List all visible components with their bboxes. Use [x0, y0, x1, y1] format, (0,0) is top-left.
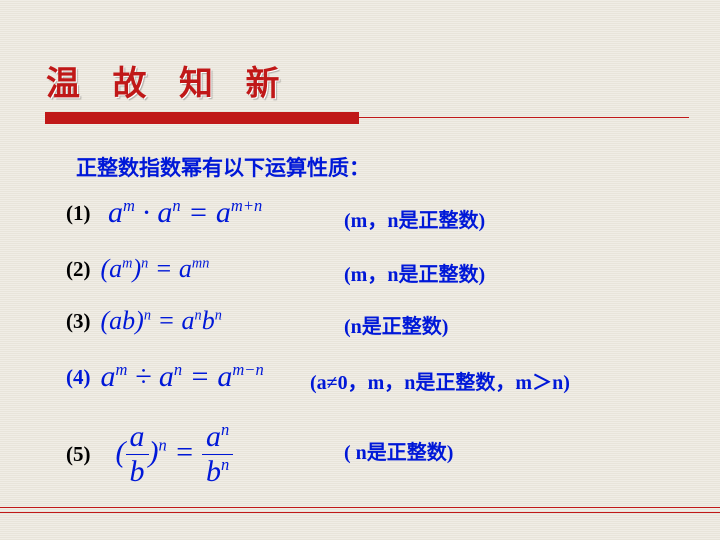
rule-row-4: (4) am ÷ an = am−n [66, 360, 264, 394]
subtitle: 正整数指数幂有以下运算性质： [76, 152, 370, 182]
rule-condition-1: (m，n是正整数) [344, 204, 485, 233]
rule-formula: (ab)n = anbn [101, 422, 234, 487]
rule-number: (3) [66, 309, 91, 334]
rule-condition-4: (a≠0，m，n是正整数，m＞n) [310, 366, 570, 395]
title-underline-thin [359, 117, 689, 118]
rule-formula: (ab)n = anbn [101, 306, 222, 336]
rule-row-5: (5) (ab)n = anbn [66, 422, 233, 487]
footer-line-2 [0, 512, 720, 513]
title-underline-thick [45, 112, 359, 124]
rule-formula: am ÷ an = am−n [101, 360, 264, 394]
rule-row-1: (1) am · an = am+n [66, 196, 262, 230]
rule-formula: (am)n = amn [101, 254, 210, 284]
slide-title: 温 故 知 新 [46, 56, 292, 105]
rule-number: (5) [66, 442, 91, 467]
rule-condition-5: ( n是正整数) [344, 436, 453, 465]
rule-formula: am · an = am+n [101, 196, 263, 230]
rule-number: (4) [66, 365, 91, 390]
rule-condition-3: (n是正整数) [344, 310, 448, 339]
rule-number: (1) [66, 201, 91, 226]
footer-line-1 [0, 507, 720, 509]
rule-row-3: (3) (ab)n = anbn [66, 306, 222, 336]
rule-number: (2) [66, 257, 91, 282]
rule-condition-2: (m，n是正整数) [344, 258, 485, 287]
rule-row-2: (2) (am)n = amn [66, 254, 209, 284]
